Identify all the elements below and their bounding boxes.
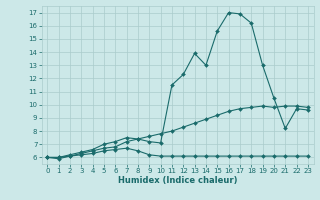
X-axis label: Humidex (Indice chaleur): Humidex (Indice chaleur) [118, 176, 237, 185]
